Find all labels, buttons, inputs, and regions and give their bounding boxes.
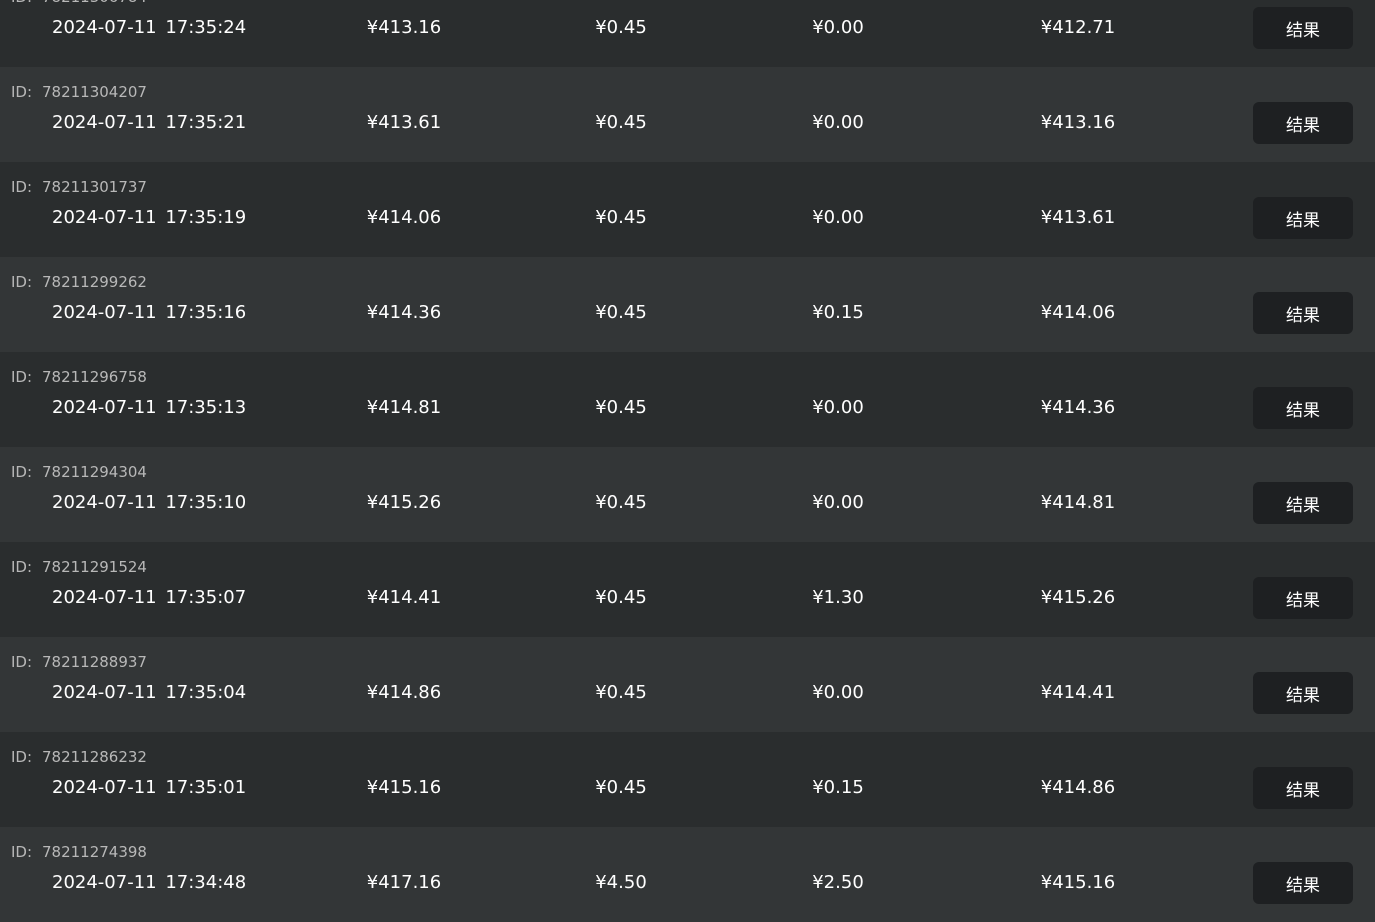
amount-cell: ¥4.50 [595,872,647,893]
result-button[interactable]: 结果 [1253,387,1353,429]
record-id: 78211306784 [42,0,147,6]
amount-cell: ¥0.45 [595,302,647,323]
amount-cell: ¥0.00 [812,207,864,228]
record-id: 78211288937 [42,653,147,671]
amount-cell: ¥415.16 [366,777,442,798]
table-row: ID: 78211291524 2024-07-11 17:35:07 ¥414.41… [0,542,1375,637]
record-id: 78211296758 [42,368,147,386]
timestamp: 2024-07-11 17:35:19 [52,207,247,228]
amount-cell: ¥415.26 [1040,587,1116,608]
amount-cell: ¥0.45 [595,112,647,133]
result-button[interactable]: 结果 [1253,102,1353,144]
timestamp: 2024-07-11 17:35:24 [52,17,247,38]
timestamp: 2024-07-11 17:35:01 [52,777,247,798]
table-row: ID: 78211299262 2024-07-11 17:35:16 ¥414.36… [0,257,1375,352]
amount-cell: ¥2.50 [812,872,864,893]
amount-cell: ¥415.26 [366,492,442,513]
amount-cell: ¥0.45 [595,777,647,798]
id-label: ID: [11,653,33,671]
id-label: ID: [11,843,33,861]
amount-cell: ¥0.15 [812,777,864,798]
amount-cell: ¥0.00 [812,17,864,38]
timestamp: 2024-07-11 17:35:13 [52,397,247,418]
id-label: ID: [11,178,33,196]
table-row: ID: 78211294304 2024-07-11 17:35:10 ¥415.26… [0,447,1375,542]
id-label: ID: [11,558,33,576]
amount-cell: ¥414.81 [366,397,442,418]
amount-cell: ¥414.06 [366,207,442,228]
id-label: ID: [11,273,33,291]
amount-cell: ¥0.00 [812,492,864,513]
timestamp: 2024-07-11 17:35:04 [52,682,247,703]
table-row: ID: 78211286232 2024-07-11 17:35:01 ¥415.16… [0,732,1375,827]
id-label: ID: [11,368,33,386]
table-row: ID: 78211306784 2024-07-11 17:35:24 ¥413.16… [0,0,1375,67]
table-row: ID: 78211296758 2024-07-11 17:35:13 ¥414.81… [0,352,1375,447]
id-label: ID: [11,0,32,6]
record-id: 78211294304 [42,463,147,481]
id-label: ID: [11,463,33,481]
amount-cell: ¥414.36 [366,302,442,323]
amount-cell: ¥414.41 [1040,682,1116,703]
result-button[interactable]: 结果 [1253,7,1353,49]
amount-cell: ¥0.45 [595,207,647,228]
result-button[interactable]: 结果 [1253,767,1353,809]
amount-cell: ¥415.16 [1040,872,1116,893]
amount-cell: ¥417.16 [366,872,442,893]
record-id: 78211274398 [42,843,147,861]
id-label: ID: [11,748,33,766]
amount-cell: ¥1.30 [812,587,864,608]
table-row: ID: 78211288937 2024-07-11 17:35:04 ¥414.86… [0,637,1375,732]
timestamp: 2024-07-11 17:35:16 [52,302,247,323]
timestamp: 2024-07-11 17:35:21 [52,112,247,133]
result-button[interactable]: 结果 [1253,482,1353,524]
record-id: 78211304207 [42,83,147,101]
result-button[interactable]: 结果 [1253,292,1353,334]
timestamp: 2024-07-11 17:35:07 [52,587,247,608]
amount-cell: ¥412.71 [1040,17,1116,38]
record-id: 78211291524 [42,558,147,576]
result-button[interactable]: 结果 [1253,197,1353,239]
amount-cell: ¥0.45 [595,17,647,38]
result-button[interactable]: 结果 [1253,672,1353,714]
timestamp: 2024-07-11 17:34:48 [52,872,247,893]
result-button[interactable]: 结果 [1253,862,1353,904]
table-row: ID: 78211301737 2024-07-11 17:35:19 ¥414.06… [0,162,1375,257]
amount-cell: ¥0.45 [595,682,647,703]
amount-cell: ¥0.45 [595,587,647,608]
amount-cell: ¥413.61 [1040,207,1116,228]
table-row: ID: 78211274398 2024-07-11 17:34:48 ¥417.16… [0,827,1375,922]
table-row: ID: 78211304207 2024-07-11 17:35:21 ¥413.61… [0,67,1375,162]
amount-cell: ¥0.00 [812,397,864,418]
amount-cell: ¥414.81 [1040,492,1116,513]
record-id: 78211286232 [42,748,147,766]
amount-cell: ¥0.45 [595,492,647,513]
amount-cell: ¥414.86 [366,682,442,703]
record-id: 78211299262 [42,273,147,291]
id-label: ID: [11,83,33,101]
amount-cell: ¥0.00 [812,682,864,703]
amount-cell: ¥0.15 [812,302,864,323]
amount-cell: ¥413.16 [366,17,442,38]
amount-cell: ¥414.41 [366,587,442,608]
timestamp: 2024-07-11 17:35:10 [52,492,247,513]
amount-cell: ¥413.61 [366,112,442,133]
amount-cell: ¥414.86 [1040,777,1116,798]
result-button[interactable]: 结果 [1253,577,1353,619]
amount-cell: ¥413.16 [1040,112,1116,133]
amount-cell: ¥414.36 [1040,397,1116,418]
record-id: 78211301737 [42,178,147,196]
amount-cell: ¥0.45 [595,397,647,418]
amount-cell: ¥414.06 [1040,302,1116,323]
amount-cell: ¥0.00 [812,112,864,133]
